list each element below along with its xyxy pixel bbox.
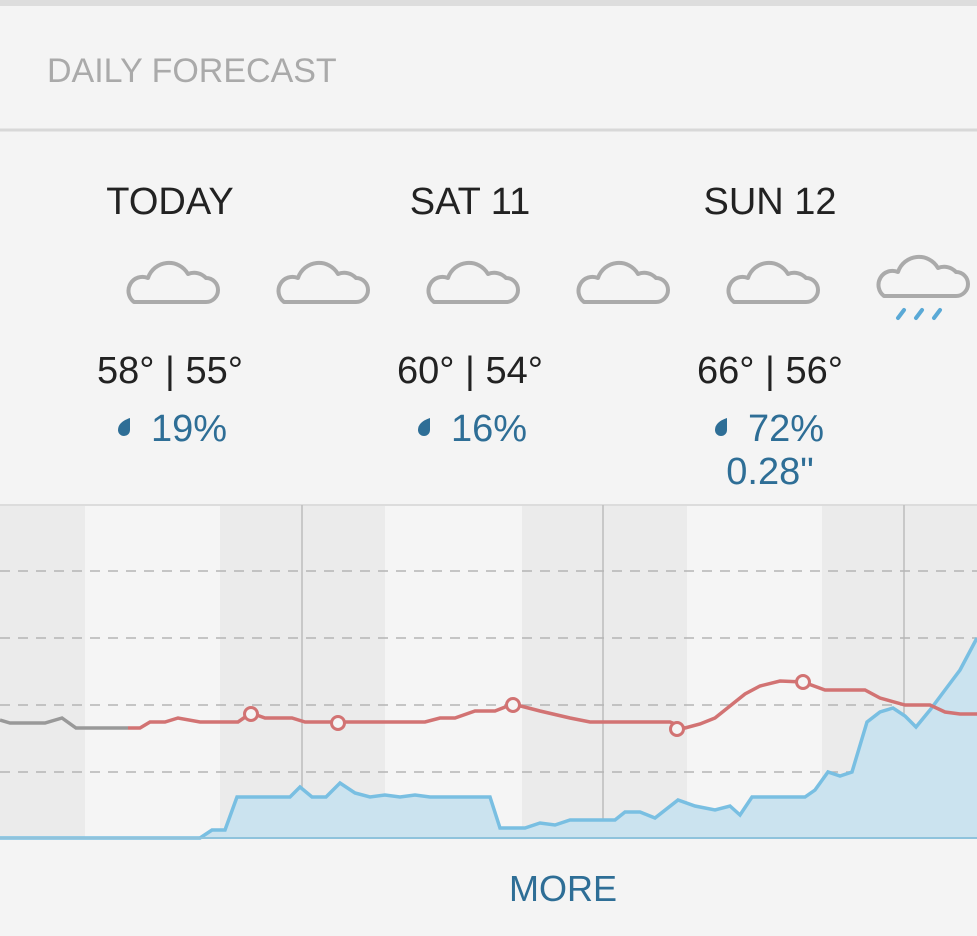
- more-button[interactable]: MORE: [509, 868, 617, 909]
- graph-bg: [0, 505, 977, 838]
- drop-icon: [715, 418, 727, 436]
- temps: 60° | 54°: [397, 350, 543, 392]
- weather-icons: [126, 254, 970, 320]
- day-label: TODAY: [106, 181, 233, 223]
- drop-icon: [118, 418, 130, 436]
- day-label: SUN 12: [703, 181, 836, 223]
- top-bar: [0, 0, 977, 6]
- hourly-graph: [0, 504, 977, 840]
- temp-markers: [243, 674, 811, 737]
- grid-lines: [0, 570, 977, 773]
- rain-drops: [896, 308, 942, 320]
- precip-chance: 16%: [451, 408, 527, 450]
- precip-line: [0, 637, 977, 840]
- day-label: SAT 11: [410, 181, 530, 223]
- temperatures: 58° | 55° 60° | 54° 66° | 56°: [97, 350, 843, 392]
- section-title: DAILY FORECAST: [47, 52, 337, 90]
- drop-icon: [418, 418, 430, 436]
- precip-amount: 0.28": [726, 451, 813, 493]
- day-labels: TODAY SAT 11 SUN 12: [106, 181, 836, 223]
- temps: 66° | 56°: [697, 350, 843, 392]
- temps: 58° | 55°: [97, 350, 243, 392]
- precip-chance: 19%: [151, 408, 227, 450]
- precip: 19% 16% 72% 0.28": [118, 408, 824, 493]
- precip-chance: 72%: [748, 408, 824, 450]
- temp-line: [128, 679, 977, 730]
- past-temp-line: [0, 716, 128, 730]
